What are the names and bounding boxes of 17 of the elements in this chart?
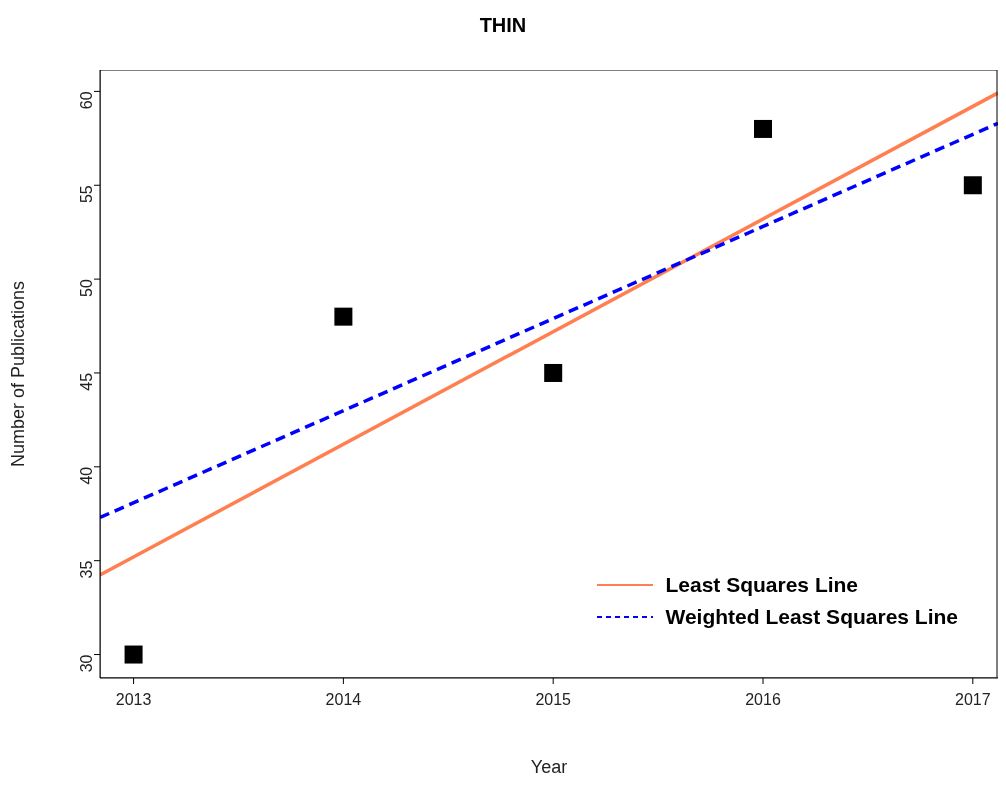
x-tick-label: 2016 (745, 691, 781, 709)
x-tick-label: 2013 (115, 691, 152, 709)
legend-label: Least Squares Line (665, 573, 859, 597)
x-tick-label: 2014 (325, 691, 362, 709)
x-axis-title: Year (530, 757, 568, 777)
y-tick-label: 35 (77, 560, 95, 579)
x-tick-label: 2017 (955, 691, 991, 709)
y-tick-label: 50 (77, 279, 95, 297)
chart-title: THIN (478, 14, 528, 37)
y-axis-title: Number of Publications (8, 280, 29, 468)
x-tick-label: 2015 (535, 691, 572, 709)
y-tick-label: 40 (77, 466, 95, 485)
y-tick-label: 55 (77, 185, 95, 204)
y-tick-label: 60 (77, 91, 95, 110)
y-tick-label: 30 (77, 654, 95, 673)
legend-label: Weighted Least Squares Line (665, 605, 958, 629)
y-tick-label: 45 (77, 372, 95, 391)
